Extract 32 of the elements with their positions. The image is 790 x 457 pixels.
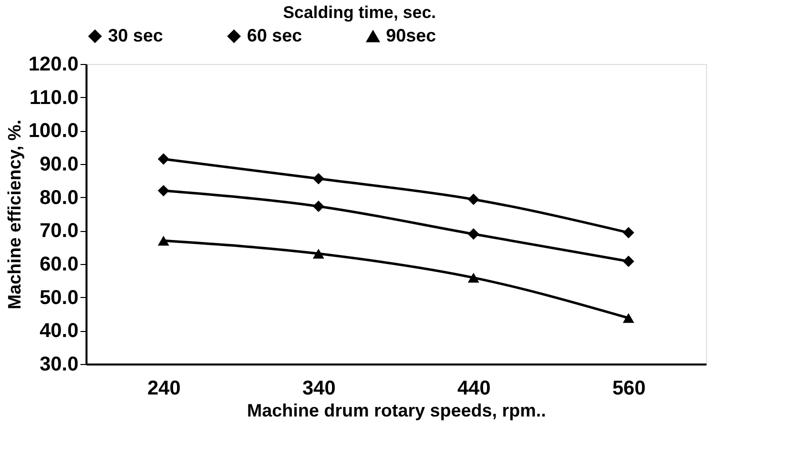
point [158, 184, 170, 196]
y-tick-label: 120.0 [28, 54, 78, 76]
x-tick-label: 240 [147, 378, 181, 400]
point [622, 256, 634, 268]
legend-label: 30 sec [108, 25, 164, 46]
x-tick-label: 440 [457, 378, 491, 400]
point [312, 172, 324, 184]
y-tick-label: 30.0 [40, 354, 78, 376]
point [622, 226, 634, 238]
y-tick-label: 50.0 [40, 286, 78, 309]
point [468, 272, 480, 283]
y-tick-label: 90.0 [40, 154, 78, 176]
x-tick-label: 560 [612, 378, 646, 400]
point [312, 248, 324, 259]
y-tick-label: 70.0 [40, 220, 78, 242]
y-axis-title: Machine efficiency, %. [4, 120, 24, 310]
point [622, 313, 634, 323]
y-tick-label: 40.0 [40, 320, 78, 342]
y-tick-label: 80.0 [40, 186, 78, 209]
point [468, 228, 480, 240]
x-tick-label: 340 [302, 378, 336, 400]
point [312, 200, 324, 212]
point [158, 153, 170, 165]
point [158, 236, 170, 246]
point [468, 194, 480, 206]
x-axis-title: Machine drum rotary speeds, rpm.. [246, 400, 546, 420]
y-tick-label: 100.0 [28, 120, 78, 142]
legend-label: 90sec [386, 26, 436, 46]
legend-label: 60 sec [247, 25, 302, 46]
y-tick-label: 60.0 [40, 254, 78, 276]
y-tick-label: 110.0 [30, 86, 78, 109]
legend-title: Scalding time, sec. [282, 3, 436, 22]
